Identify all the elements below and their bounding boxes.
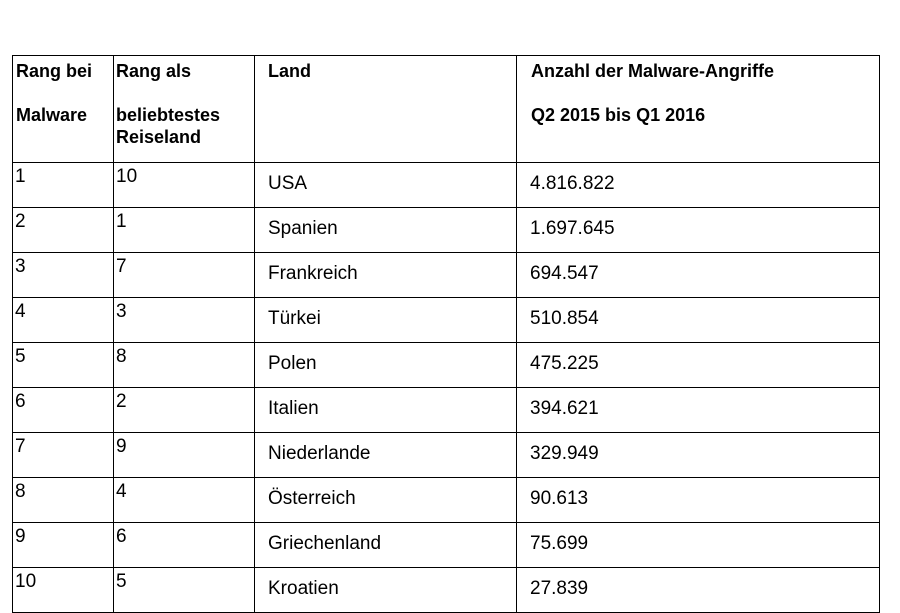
attacks-cell: 90.613 [516,477,880,523]
header-rank-travel-line-2: beliebtestes [116,105,221,125]
header-rank-travel-line-3: Reiseland [116,127,202,147]
rank-malware-cell: 5 [12,342,114,388]
table-row: 2 1 Spanien 1.697.645 [12,207,880,253]
header-country-label: Land [268,61,311,81]
table-row: 9 6 Griechenland 75.699 [12,522,880,568]
attacks-cell: 394.621 [516,387,880,433]
table-row: 5 8 Polen 475.225 [12,342,880,388]
country-cell: Spanien [254,207,517,253]
table-row: 3 7 Frankreich 694.547 [12,252,880,298]
header-rank-travel-line-1: Rang als [116,61,192,81]
table-body: Rang bei Malware Rang als beliebtestes R… [12,55,880,613]
attacks-cell: 510.854 [516,297,880,343]
country-cell: Polen [254,342,517,388]
header-attacks: Anzahl der Malware-Angriffe Q2 2015 bis … [516,55,880,163]
country-cell: Niederlande [254,432,517,478]
attacks-cell: 27.839 [516,567,880,613]
rank-travel-cell: 4 [113,477,255,523]
rank-travel-cell: 8 [113,342,255,388]
attacks-cell: 694.547 [516,252,880,298]
header-rank-malware: Rang bei Malware [12,55,114,163]
attacks-cell: 329.949 [516,432,880,478]
table-row: 6 2 Italien 394.621 [12,387,880,433]
rank-malware-cell: 4 [12,297,114,343]
header-attacks-line-1: Anzahl der Malware-Angriffe [531,61,775,81]
rank-travel-cell: 10 [113,162,255,208]
table-row: 4 3 Türkei 510.854 [12,297,880,343]
header-rank-travel: Rang als beliebtestes Reiseland [113,55,255,163]
rank-malware-cell: 1 [12,162,114,208]
malware-travel-table: Rang bei Malware Rang als beliebtestes R… [12,55,880,613]
country-cell: Türkei [254,297,517,343]
rank-malware-cell: 2 [12,207,114,253]
rank-malware-cell: 6 [12,387,114,433]
rank-travel-cell: 7 [113,252,255,298]
attacks-cell: 75.699 [516,522,880,568]
rank-malware-cell: 8 [12,477,114,523]
rank-travel-cell: 9 [113,432,255,478]
attacks-cell: 475.225 [516,342,880,388]
rank-malware-cell: 7 [12,432,114,478]
rank-travel-cell: 3 [113,297,255,343]
country-cell: Italien [254,387,517,433]
rank-travel-cell: 1 [113,207,255,253]
header-country: Land [254,55,517,163]
attacks-cell: 1.697.645 [516,207,880,253]
rank-travel-cell: 2 [113,387,255,433]
table-row: 8 4 Österreich 90.613 [12,477,880,523]
rank-malware-cell: 3 [12,252,114,298]
table-row: 7 9 Niederlande 329.949 [12,432,880,478]
rank-travel-cell: 6 [113,522,255,568]
country-cell: Frankreich [254,252,517,298]
header-rank-malware-line-2: Malware [16,105,88,125]
country-cell: Kroatien [254,567,517,613]
country-cell: Griechenland [254,522,517,568]
country-cell: USA [254,162,517,208]
table-row: 10 5 Kroatien 27.839 [12,567,880,613]
country-cell: Österreich [254,477,517,523]
rank-malware-cell: 10 [12,567,114,613]
header-rank-malware-line-1: Rang bei [16,61,93,81]
header-row: Rang bei Malware Rang als beliebtestes R… [12,55,880,163]
attacks-cell: 4.816.822 [516,162,880,208]
rank-travel-cell: 5 [113,567,255,613]
rank-malware-cell: 9 [12,522,114,568]
table-row: 1 10 USA 4.816.822 [12,162,880,208]
header-attacks-line-2: Q2 2015 bis Q1 2016 [531,105,706,125]
